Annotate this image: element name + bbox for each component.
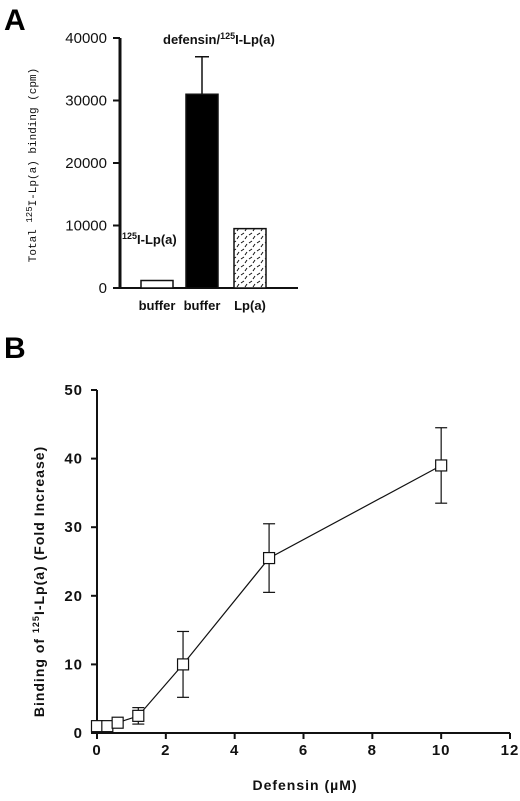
panel-b-data-point — [133, 710, 144, 721]
panel-b-x-tick-label: 12 — [501, 742, 520, 759]
panel-b-y-tick-label: 0 — [74, 725, 83, 742]
panel-b-data-point — [92, 721, 103, 732]
panel-b-data-point — [112, 717, 123, 728]
panel-a-letter: A — [4, 4, 26, 37]
panel-a-y-axis-label: Total 125I-Lp(a) binding (cpm) — [25, 68, 40, 262]
panel-a-bar-1 — [141, 281, 173, 289]
panel-b-y-tick-label: 20 — [64, 588, 83, 605]
panel-a-category-label: buffer — [139, 298, 176, 313]
panel-a-category-label: buffer — [184, 298, 221, 313]
panel-b-x-tick-label: 6 — [299, 742, 308, 759]
panel-a-y-tick-label: 20000 — [65, 155, 107, 172]
panel-b-data-point — [102, 721, 113, 732]
panel-b-series-line — [97, 466, 441, 727]
panel-a-y-tick-label: 10000 — [65, 218, 107, 235]
panel-b-x-tick-label: 0 — [92, 742, 101, 759]
panel-a-y-tick-label: 40000 — [65, 30, 107, 47]
panel-b-x-tick-label: 4 — [230, 742, 239, 759]
panel-a-annotation-i-lpa: 125I-Lp(a) — [122, 231, 177, 247]
panel-b-letter: B — [4, 332, 26, 365]
panel-b-x-axis-label: Defensin (µM) — [252, 777, 357, 793]
panel-b-data-point — [264, 553, 275, 564]
panel-b-y-tick-label: 50 — [64, 382, 83, 399]
panel-b-y-axis-label: Binding of 125I-Lp(a) (Fold Increase) — [31, 446, 47, 717]
panel-b-x-tick-label: 10 — [432, 742, 451, 759]
panel-b-y-tick-label: 30 — [64, 519, 83, 536]
panel-a-bar-2 — [186, 94, 218, 288]
panel-b-data-point — [178, 659, 189, 670]
panel-b-line-chart: 0 10 20 30 40 50 0 2 4 6 8 10 12 Binding of 125I-Lp… — [31, 382, 519, 793]
panel-b-x-tick-label: 8 — [368, 742, 377, 759]
panel-a-bar-3 — [234, 229, 266, 288]
panel-a-annotation-defensin-i-lpa: defensin/125I-Lp(a) — [163, 31, 275, 47]
panel-b-x-tick-label: 2 — [161, 742, 170, 759]
panel-b-y-tick-label: 40 — [64, 451, 83, 468]
panel-a-y-tick-label: 0 — [99, 280, 107, 297]
panel-a-y-tick-label: 30000 — [65, 93, 107, 110]
panel-b-y-tick-label: 10 — [64, 656, 83, 673]
panel-a-category-label: Lp(a) — [234, 298, 266, 313]
panel-b-data-point — [436, 460, 447, 471]
